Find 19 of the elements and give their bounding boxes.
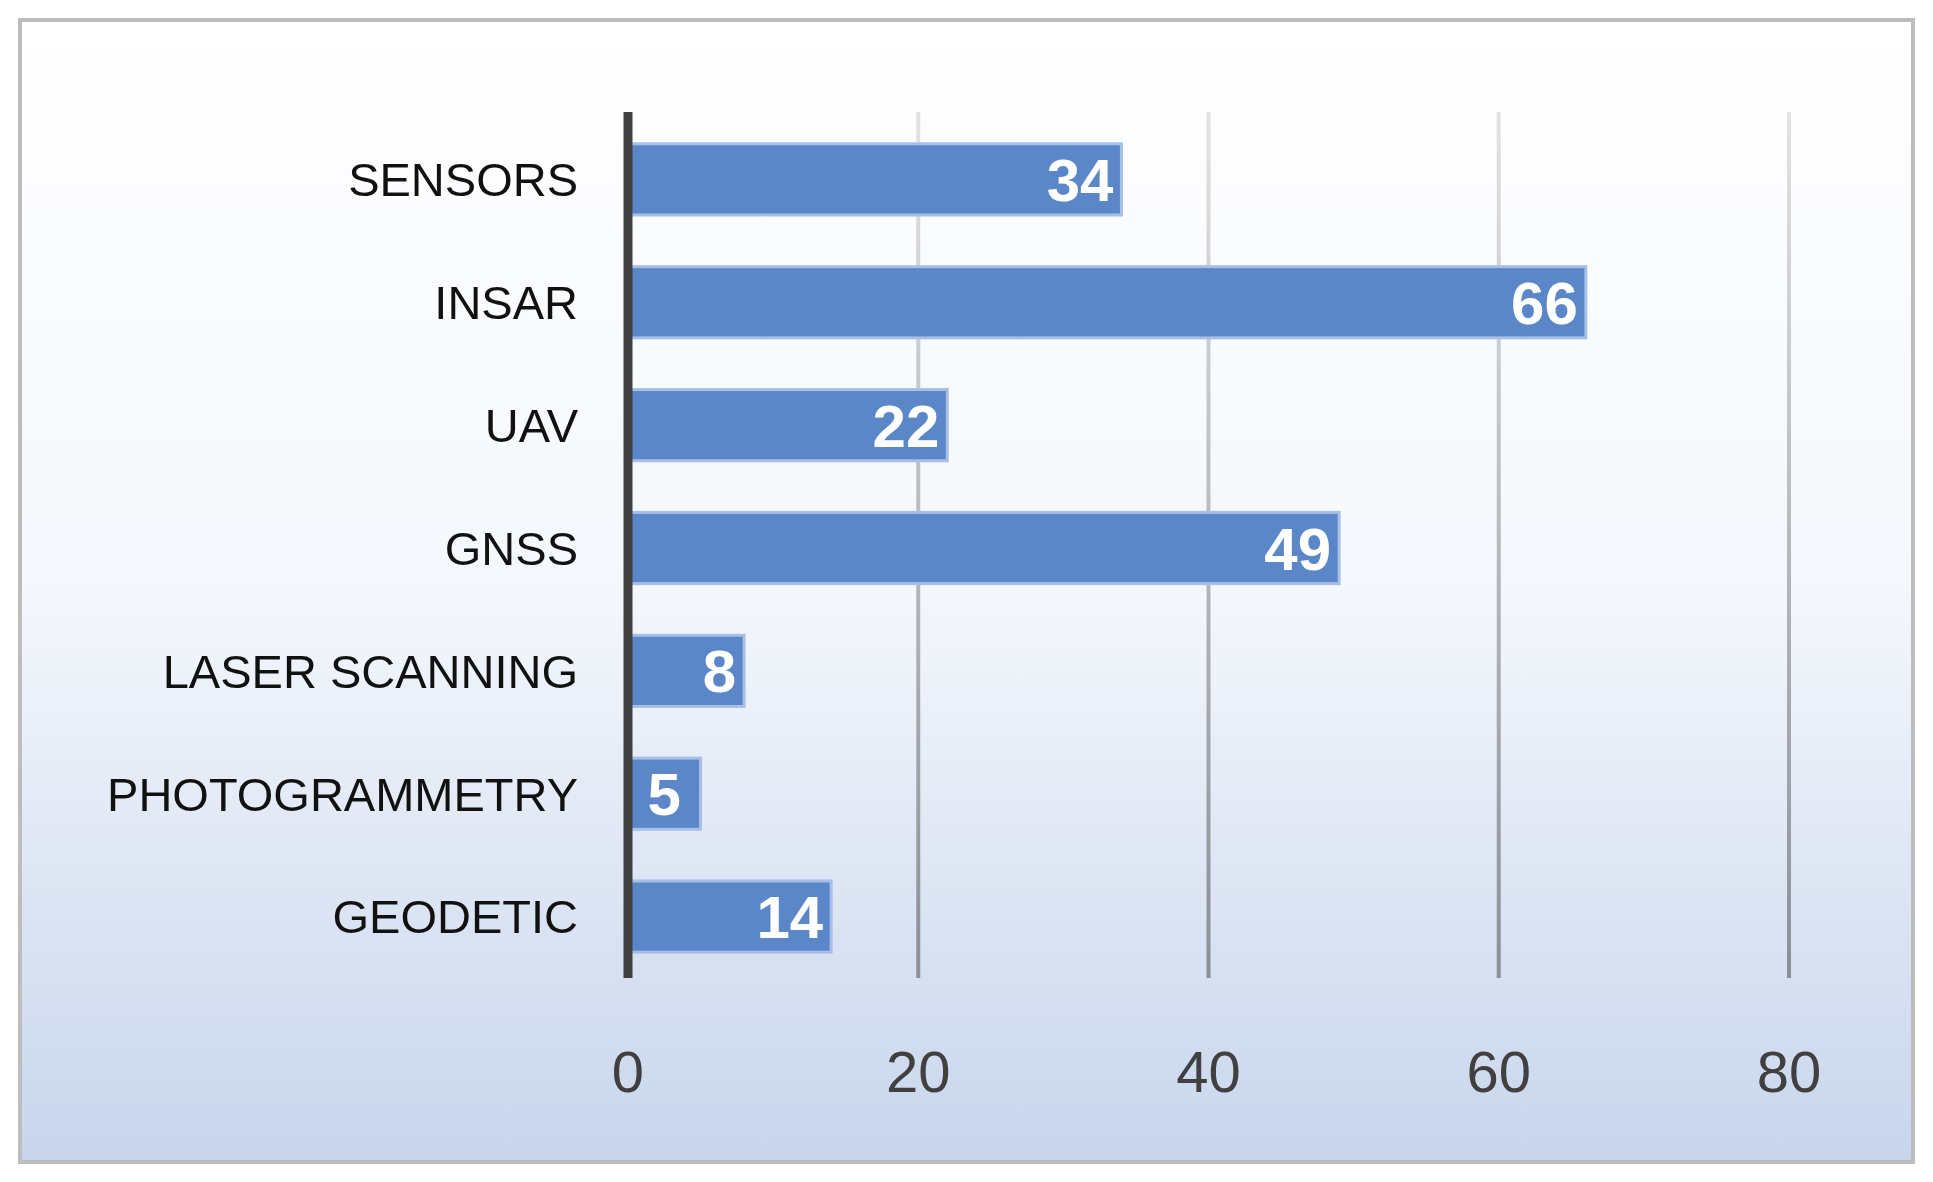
y-tick-label: GNSS (444, 521, 578, 575)
x-tick-label: 80 (1756, 1038, 1822, 1104)
y-tick-label: UAV (484, 399, 579, 453)
y-tick-label: SENSORS (348, 153, 578, 207)
x-tick-label: 20 (885, 1038, 951, 1104)
data-label: 66 (1511, 269, 1578, 337)
data-label: 49 (1264, 515, 1332, 583)
x-tick-label: 60 (1466, 1038, 1532, 1104)
x-tick-label: 0 (611, 1038, 645, 1104)
y-tick-label: LASER SCANNING (162, 644, 578, 698)
y-tick-label: GEODETIC (332, 890, 578, 944)
data-label: 8 (702, 638, 737, 706)
y-tick-label: PHOTOGRAMMETRY (107, 767, 578, 821)
data-label: 14 (756, 884, 824, 952)
data-label: 34 (1046, 147, 1115, 215)
data-label: 22 (872, 392, 940, 460)
y-tick-label: INSAR (434, 276, 578, 330)
x-tick-label: 40 (1176, 1038, 1241, 1104)
data-label: 5 (647, 761, 681, 829)
